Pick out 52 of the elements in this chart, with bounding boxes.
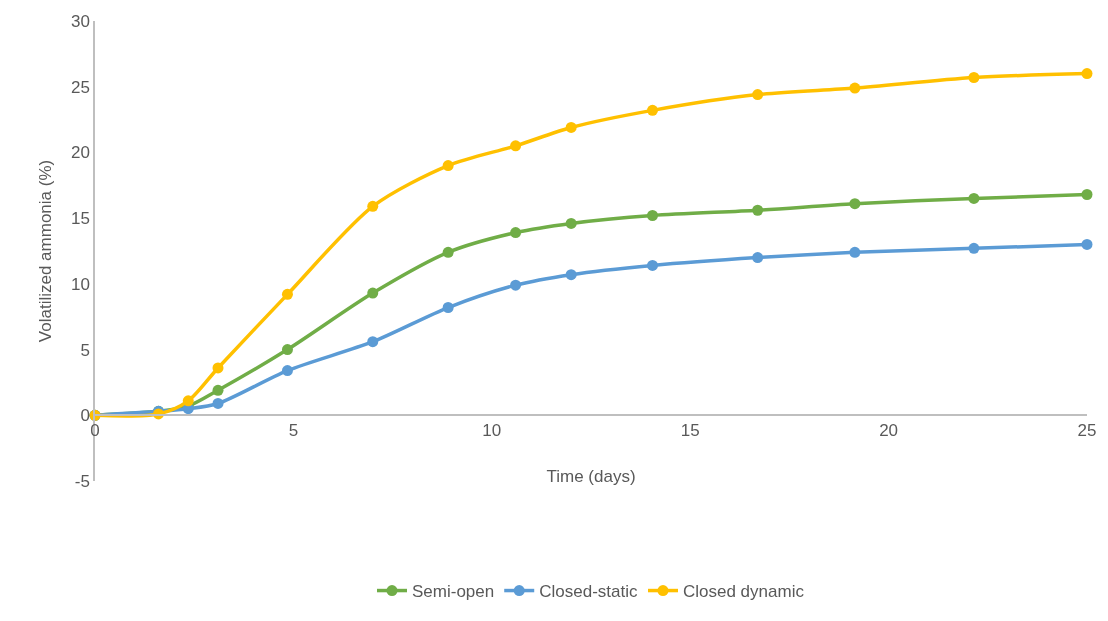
y-tick-label: 5 [80, 340, 90, 360]
point [367, 287, 379, 299]
point [968, 192, 980, 204]
point [752, 89, 764, 101]
point [565, 121, 577, 133]
point [442, 160, 454, 172]
point [1081, 238, 1093, 250]
y-tick-label: 15 [70, 209, 90, 229]
point [968, 72, 980, 84]
point [182, 395, 194, 407]
point [1081, 68, 1093, 80]
y-axis-title: Volatilized ammonia (%) [35, 159, 55, 343]
x-tick-label: 5 [288, 421, 299, 441]
point [968, 242, 980, 254]
point [510, 279, 522, 291]
legend-label: Closed-static [539, 582, 638, 602]
x-tick-label: 25 [1077, 421, 1097, 441]
point [510, 227, 522, 239]
point [849, 246, 861, 258]
point [510, 140, 522, 152]
point [647, 210, 658, 222]
point [647, 104, 658, 116]
point [442, 302, 454, 314]
point [647, 259, 658, 271]
y-tick-label: 20 [70, 143, 90, 163]
point [281, 365, 293, 377]
x-tick-label: 10 [482, 421, 502, 441]
y-tick-label: 25 [70, 77, 90, 97]
y-tick-label: 0 [80, 406, 90, 426]
point [367, 200, 379, 212]
point [212, 362, 224, 374]
point [442, 246, 454, 258]
point [281, 344, 293, 356]
point [281, 288, 293, 300]
y-tick-label: 10 [70, 274, 90, 294]
point [565, 217, 577, 229]
point [1081, 188, 1093, 200]
x-tick-label: 20 [879, 421, 899, 441]
legend-label: Closed dynamic [682, 582, 805, 602]
point [565, 269, 577, 281]
point [849, 82, 861, 94]
point [752, 204, 764, 216]
point [752, 252, 764, 264]
point [212, 397, 224, 409]
point [367, 336, 379, 348]
y-tick-label: 30 [70, 11, 90, 31]
y-tick-label: -5 [74, 471, 90, 491]
legend-label: Semi-open [412, 582, 495, 602]
x-tick-label: 15 [680, 421, 700, 441]
point [849, 198, 861, 210]
point [212, 384, 224, 396]
x-axis-title: Time (days) [546, 467, 636, 487]
